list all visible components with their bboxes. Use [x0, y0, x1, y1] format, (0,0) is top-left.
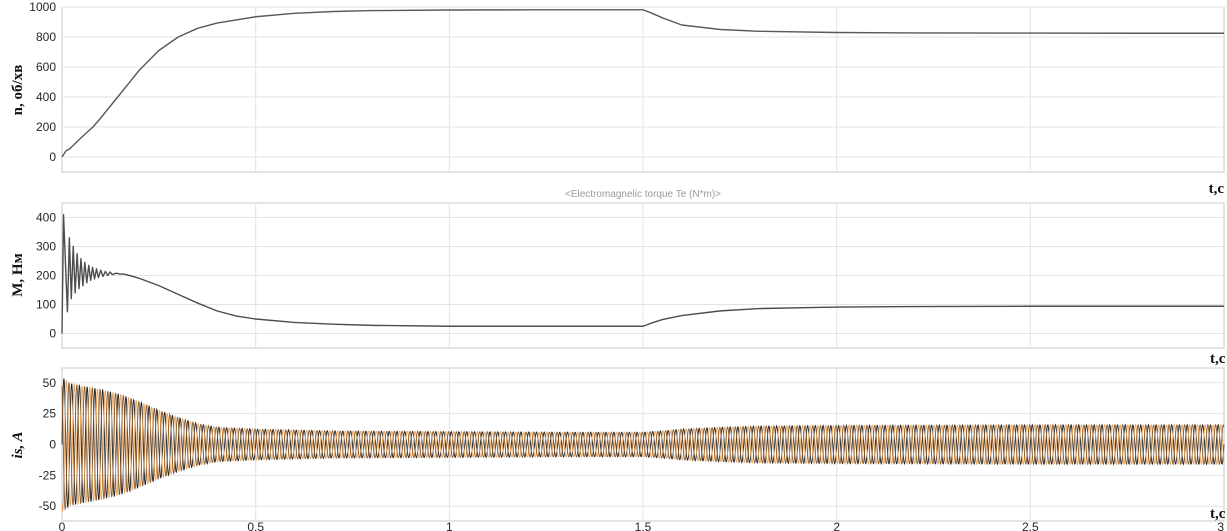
speed-series-line: [61, 9, 1224, 158]
torque-y-tick-label: 400: [36, 211, 56, 225]
current-y-tick-label: -50: [39, 499, 57, 513]
torque-y-axis-label: M, Нм: [10, 253, 26, 297]
current-y-tick-label: 0: [49, 438, 56, 452]
torque-y-tick-label: 0: [49, 327, 56, 341]
torque-y-tick-label: 100: [36, 298, 56, 312]
torque-y-tick-label: 300: [36, 240, 56, 254]
speed-y-tick-label: 0: [49, 150, 56, 164]
current-x-tick-label: 0.5: [247, 520, 264, 531]
current-x-tick-label: 0: [59, 520, 66, 531]
current-x-tick-label: 1: [446, 520, 453, 531]
current-t-axis-label: t,c: [1210, 506, 1226, 522]
current-y-axis-label: is, A: [10, 432, 26, 459]
speed-y-tick-label: 1000: [29, 0, 56, 14]
torque-y-tick-label: 200: [36, 269, 56, 283]
current-x-tick-label: 2: [833, 520, 840, 531]
speed-y-axis-label: n, об/хв: [10, 65, 26, 116]
current-x-tick-label: 3: [1217, 520, 1224, 531]
current-y-tick-label: -25: [39, 468, 57, 482]
torque-panel-title: <Electromagnelic torque Te (N*m)>: [565, 189, 721, 200]
current-x-tick-label: 1.5: [635, 520, 652, 531]
current-x-tick-label: 2.5: [1022, 520, 1039, 531]
current-y-tick-label: 50: [43, 376, 57, 390]
speed-t-axis-label: t,c: [1209, 181, 1225, 197]
speed-y-tick-label: 600: [36, 60, 56, 74]
current-phase-1-line: [61, 378, 1225, 508]
torque-panel: 400 300 200 100 0: [36, 202, 1225, 349]
speed-y-tick-label: 200: [36, 120, 56, 134]
speed-panel: 1000 800 600 400 200 0: [29, 0, 1225, 173]
current-phase-3-line: [61, 382, 1225, 510]
speed-y-tick-label: 800: [36, 30, 56, 44]
torque-t-axis-label: t,c: [1210, 351, 1226, 367]
current-y-tick-label: 25: [43, 407, 57, 421]
current-phase-2-line: [61, 380, 1225, 513]
speed-y-tick-label: 400: [36, 90, 56, 104]
torque-series-line: [61, 213, 1224, 334]
